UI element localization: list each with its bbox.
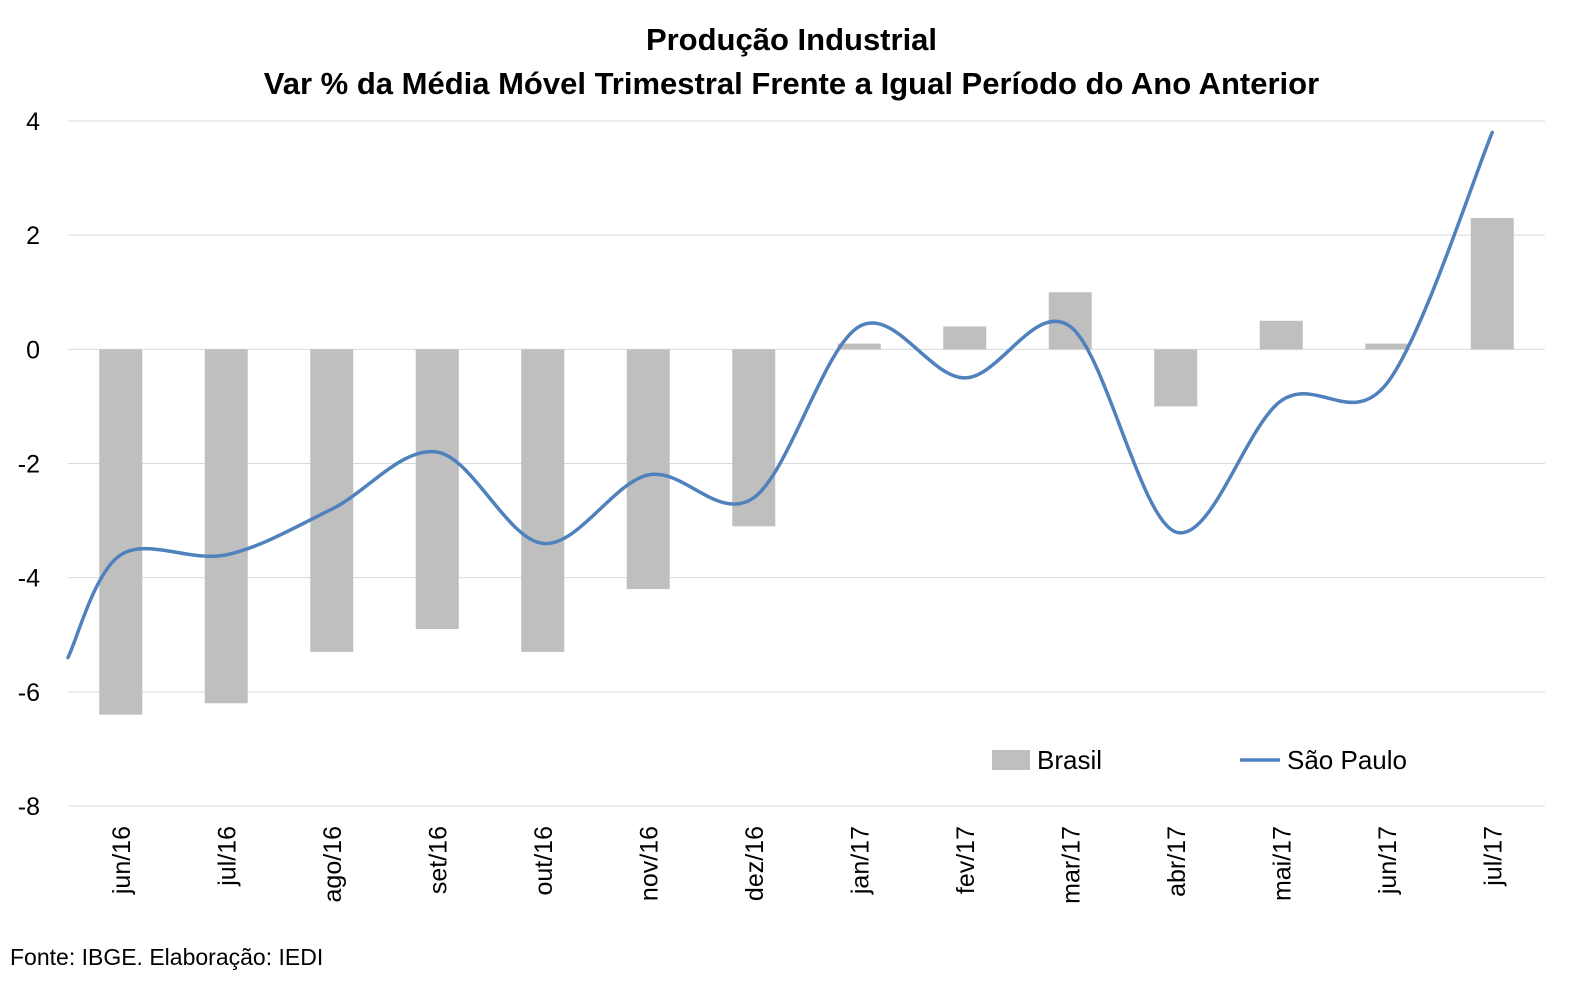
bar-fev-17 <box>943 326 987 350</box>
bar-abr-17 <box>1154 349 1198 407</box>
bar-set-16 <box>415 349 459 630</box>
y-tick-label: -2 <box>18 451 40 479</box>
x-tick-label: set/16 <box>424 826 452 894</box>
bar-jan-17 <box>837 343 881 350</box>
bar-jun-16 <box>99 349 143 715</box>
x-tick-label: jun/17 <box>1374 826 1402 895</box>
y-tick-label: 0 <box>26 336 40 364</box>
y-tick-label: -6 <box>18 679 40 707</box>
y-tick-label: 4 <box>26 108 40 136</box>
legend: Brasil São Paulo <box>992 745 1407 775</box>
bar-series-brasil <box>99 218 1514 715</box>
x-tick-label: jun/16 <box>108 826 136 895</box>
x-tick-label: mai/17 <box>1268 826 1296 901</box>
x-tick-label: jul/17 <box>1479 826 1507 887</box>
x-tick-label: ago/16 <box>319 826 347 902</box>
x-tick-label: out/16 <box>530 826 558 896</box>
x-tick-label: nov/16 <box>635 826 663 901</box>
legend-swatch-brasil <box>992 750 1030 770</box>
bar-jul-16 <box>204 349 248 704</box>
legend-label-brasil: Brasil <box>1037 745 1102 775</box>
x-tick-label: jan/17 <box>846 826 874 895</box>
legend-label-sao-paulo: São Paulo <box>1287 745 1407 775</box>
y-tick-label: 2 <box>26 222 40 250</box>
grid-lines <box>68 120 1545 807</box>
chart-plot: 4 2 0 -2 -4 -6 -8 jun/16 jul/16 ago/16 set/16 out/… <box>18 108 1545 904</box>
bar-out-16 <box>521 349 565 652</box>
x-tick-label: fev/17 <box>952 826 980 894</box>
line-series-sao-paulo <box>66 130 1494 660</box>
x-tick-label: abr/17 <box>1163 826 1191 897</box>
bar-mai-17 <box>1259 320 1303 350</box>
x-tick-label: dez/16 <box>741 826 769 901</box>
y-tick-label: -8 <box>18 793 40 821</box>
y-axis-ticks: 4 2 0 -2 -4 -6 -8 <box>18 108 40 821</box>
x-tick-label: jul/16 <box>213 826 241 887</box>
line-sao-paulo <box>66 130 1494 660</box>
chart-subtitle: Var % da Média Móvel Trimestral Frente a… <box>263 66 1320 101</box>
y-tick-label: -4 <box>18 565 40 593</box>
bar-nov-16 <box>626 349 670 590</box>
chart-title: Produção Industrial <box>645 22 938 57</box>
source-note: Fonte: IBGE. Elaboração: IEDI <box>10 944 324 970</box>
x-tick-label: mar/17 <box>1057 826 1085 904</box>
bar-jul-17 <box>1470 218 1514 350</box>
x-axis-ticks: jun/16 jul/16 ago/16 set/16 out/16 nov/16 dez/… <box>108 826 1508 904</box>
bar-jun-17 <box>1365 343 1409 350</box>
